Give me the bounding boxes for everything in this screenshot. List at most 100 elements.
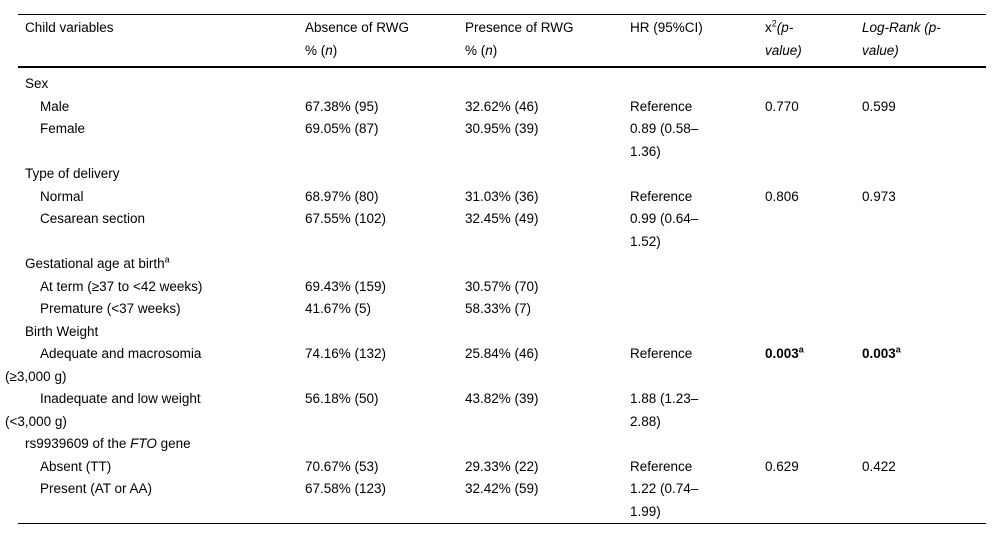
header-logrank-line2: value) xyxy=(862,42,899,58)
row-normal: Normal 68.97% (80) 31.03% (36) Reference… xyxy=(18,186,986,209)
cell-presence: 32.62% (46) xyxy=(465,98,539,114)
cell-presence: 30.95% (39) xyxy=(465,121,539,136)
section-title-sex: Sex xyxy=(25,76,49,91)
header-absence-line2: % (n) xyxy=(305,42,338,58)
cell-hr: Reference xyxy=(630,346,693,361)
cell-logrank xyxy=(862,208,986,253)
header-presence-line2: % (n) xyxy=(465,42,498,58)
footnote-marker-a: a xyxy=(164,254,170,265)
section-title-fto: rs9939609 of the FTO gene xyxy=(25,436,191,451)
cell-label: At term (≥37 to <42 weeks) xyxy=(40,278,203,294)
cell-presence: 30.57% (70) xyxy=(465,278,539,294)
footnote-marker-a: a xyxy=(895,344,901,355)
chi-superscript: 2 xyxy=(771,18,777,29)
cell-chi2: 0.806 xyxy=(765,188,799,204)
cell-absence: 74.16% (132) xyxy=(305,346,387,361)
cell-absence: 69.43% (159) xyxy=(305,278,387,294)
cell-absence: 67.58% (123) xyxy=(305,481,387,496)
header-chi-line2: value) xyxy=(765,42,802,58)
cell-label: Male xyxy=(40,98,70,114)
cell-label: Adequate and macrosomia (≥3,000 g) xyxy=(5,346,202,384)
cell-logrank: 0.973 xyxy=(862,188,896,204)
cell-absence: 41.67% (5) xyxy=(305,301,372,316)
cell-label: Absent (TT) xyxy=(40,458,112,474)
cell-label: Cesarean section xyxy=(40,211,146,226)
table-body: Sex Male 67.38% (95) 32.62% (46) Referen… xyxy=(5,67,986,524)
row-adequate-macrosomia: Adequate and macrosomia (≥3,000 g) 74.16… xyxy=(5,343,986,388)
header-chi-square: x2(p- value) xyxy=(765,14,862,68)
header-child-variables-label: Child variables xyxy=(25,20,114,35)
section-row-birthweight: Birth Weight xyxy=(18,321,986,344)
section-row-sex: Sex xyxy=(18,67,986,96)
header-presence-line1: Presence of RWG xyxy=(465,20,574,35)
chi-symbol: x xyxy=(765,20,772,35)
row-male: Male 67.38% (95) 32.62% (46) Reference 0… xyxy=(18,96,986,119)
cell-logrank xyxy=(862,298,986,321)
section-title-gestational: Gestational age at birtha xyxy=(25,254,170,271)
cell-chi2 xyxy=(765,388,862,433)
cell-presence: 32.45% (49) xyxy=(465,211,539,226)
cell-label: Inadequate and low weight (<3,000 g) xyxy=(5,391,201,429)
cell-hr: Reference xyxy=(630,458,693,474)
cell-hr xyxy=(630,298,765,321)
cell-chi2-significant: 0.003a xyxy=(765,344,804,361)
cell-hr: 1.22 (0.74– 1.99) xyxy=(630,481,699,519)
header-log-rank: Log-Rank (p- value) xyxy=(862,14,986,68)
cell-chi2 xyxy=(765,298,862,321)
section-title-birthweight: Birth Weight xyxy=(25,323,99,339)
cell-label: Normal xyxy=(40,188,84,204)
n-symbol: n xyxy=(325,42,333,58)
cell-presence: 29.33% (22) xyxy=(465,458,539,474)
cell-logrank: 0.422 xyxy=(862,458,896,474)
cell-absence: 68.97% (80) xyxy=(305,188,379,204)
header-presence-rwg: Presence of RWG % (n) xyxy=(465,14,630,68)
statistics-table: Child variables Absence of RWG % (n) Pre… xyxy=(5,14,986,524)
cell-chi2: 0.770 xyxy=(765,98,799,114)
row-cesarean: Cesarean section 67.55% (102) 32.45% (49… xyxy=(18,208,986,253)
header-logrank-line1: Log-Rank (p- xyxy=(862,20,941,35)
cell-absence: 67.55% (102) xyxy=(305,211,387,226)
cell-absence: 56.18% (50) xyxy=(305,391,379,406)
header-hr-label: HR (95%CI) xyxy=(630,20,703,35)
cell-presence: 32.42% (59) xyxy=(465,481,539,496)
section-title-delivery: Type of delivery xyxy=(25,166,120,181)
row-absent-tt: Absent (TT) 70.67% (53) 29.33% (22) Refe… xyxy=(18,456,986,479)
header-child-variables: Child variables xyxy=(18,14,305,68)
statistics-table-container: Child variables Absence of RWG % (n) Pre… xyxy=(5,14,986,524)
cell-chi2 xyxy=(765,478,862,524)
cell-hr xyxy=(630,276,765,299)
row-present-at-aa: Present (AT or AA) 67.58% (123) 32.42% (… xyxy=(18,478,986,524)
section-row-gestational: Gestational age at birtha xyxy=(18,253,986,276)
section-row-fto: rs9939609 of the FTO gene xyxy=(18,433,986,456)
cell-label: Premature (<37 weeks) xyxy=(40,301,181,316)
cell-hr: 1.88 (1.23– 2.88) xyxy=(630,391,699,429)
fto-gene-symbol: FTO xyxy=(130,436,157,451)
cell-chi2 xyxy=(765,118,862,163)
cell-presence: 58.33% (7) xyxy=(465,301,532,316)
header-row: Child variables Absence of RWG % (n) Pre… xyxy=(18,14,986,68)
cell-absence: 67.38% (95) xyxy=(305,98,379,114)
cell-logrank-significant: 0.003a xyxy=(862,344,901,361)
cell-chi2 xyxy=(765,208,862,253)
cell-hr: Reference xyxy=(630,98,693,114)
n-symbol: n xyxy=(485,42,493,58)
row-female: Female 69.05% (87) 30.95% (39) 0.89 (0.5… xyxy=(18,118,986,163)
cell-presence: 25.84% (46) xyxy=(465,346,539,361)
header-absence-rwg: Absence of RWG % (n) xyxy=(305,14,465,68)
cell-absence: 70.67% (53) xyxy=(305,458,379,474)
cell-chi2: 0.629 xyxy=(765,458,799,474)
cell-logrank: 0.599 xyxy=(862,98,896,114)
cell-chi2 xyxy=(765,276,862,299)
cell-label: Present (AT or AA) xyxy=(40,481,153,496)
header-absence-line1: Absence of RWG xyxy=(305,20,410,35)
cell-logrank xyxy=(862,388,986,433)
cell-presence: 43.82% (39) xyxy=(465,391,539,406)
cell-hr: Reference xyxy=(630,188,693,204)
cell-label: Female xyxy=(40,121,86,136)
cell-logrank xyxy=(862,276,986,299)
header-chi-line1: x2(p- xyxy=(765,18,794,35)
cell-hr: 0.99 (0.64– 1.52) xyxy=(630,211,699,249)
cell-presence: 31.03% (36) xyxy=(465,188,539,204)
section-row-delivery: Type of delivery xyxy=(18,163,986,186)
footnote-marker-a: a xyxy=(798,344,804,355)
